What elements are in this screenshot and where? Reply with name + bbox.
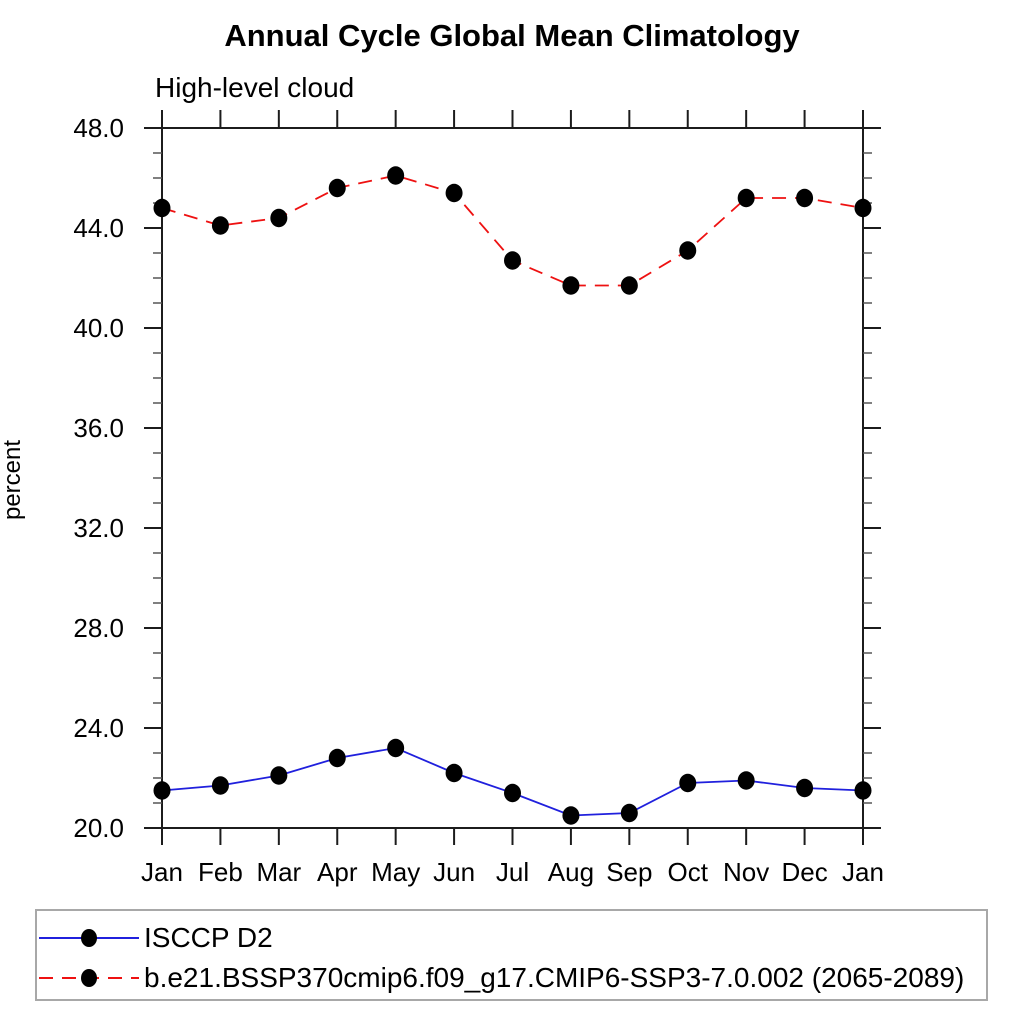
series-marker-cmip6 xyxy=(387,166,405,185)
x-tick-label: Aug xyxy=(548,857,594,887)
series-marker-isccp xyxy=(270,766,288,785)
series-marker-isccp xyxy=(562,806,580,825)
x-tick-label: Sep xyxy=(606,857,652,887)
x-tick-label: Jan xyxy=(842,857,884,887)
series-marker-cmip6 xyxy=(854,198,872,218)
series-marker-isccp xyxy=(445,763,463,783)
series-marker-isccp xyxy=(328,748,346,768)
series-marker-cmip6 xyxy=(504,251,521,270)
series-marker-isccp xyxy=(737,771,755,790)
series-marker-isccp xyxy=(387,738,405,758)
series-marker-isccp xyxy=(504,783,521,803)
series-marker-isccp xyxy=(679,773,697,793)
x-tick-label: Dec xyxy=(781,857,827,887)
series-marker-isccp xyxy=(854,781,872,800)
series-marker-cmip6 xyxy=(620,276,638,295)
legend-marker-icon xyxy=(81,969,97,987)
series-marker-isccp xyxy=(211,776,229,795)
chart-subtitle: High-level cloud xyxy=(155,72,355,103)
y-tick-label: 20.0 xyxy=(73,813,124,843)
x-tick-label: May xyxy=(371,857,420,887)
series-marker-cmip6 xyxy=(562,276,580,295)
series-marker-cmip6 xyxy=(679,241,697,260)
y-tick-label: 32.0 xyxy=(73,513,124,543)
series-marker-isccp xyxy=(796,778,814,798)
x-tick-label: Oct xyxy=(668,857,709,887)
series-marker-cmip6 xyxy=(270,208,288,228)
x-tick-label: Jun xyxy=(433,857,475,887)
x-tick-label: Jul xyxy=(496,857,529,887)
x-tick-label: Mar xyxy=(256,857,301,887)
y-tick-label: 36.0 xyxy=(73,413,124,443)
series-marker-isccp xyxy=(620,803,638,823)
legend-swatch-solid-line xyxy=(39,929,139,947)
legend-swatch-dashed-line xyxy=(39,969,139,987)
legend-label: ISCCP D2 xyxy=(144,922,273,953)
series-marker-cmip6 xyxy=(796,188,814,208)
legend-marker-icon xyxy=(81,929,97,947)
plot-frame xyxy=(161,127,864,829)
series-marker-cmip6 xyxy=(211,216,229,235)
series-marker-isccp xyxy=(153,781,171,800)
x-tick-label: Jan xyxy=(141,857,183,887)
series-marker-cmip6 xyxy=(737,188,755,208)
series-marker-cmip6 xyxy=(445,183,463,203)
legend-item-isccp: ISCCP D2 xyxy=(39,918,273,958)
y-tick-label: 28.0 xyxy=(73,613,124,643)
series-line-isccp xyxy=(161,747,864,817)
y-tick-label: 48.0 xyxy=(73,113,124,143)
y-tick-label: 44.0 xyxy=(73,213,124,243)
series-marker-cmip6 xyxy=(328,178,346,198)
legend-label: b.e21.BSSP370cmip6.f09_g17.CMIP6-SSP3-7.… xyxy=(144,962,965,993)
x-tick-label: Apr xyxy=(317,857,358,887)
y-tick-label: 40.0 xyxy=(73,313,124,343)
series-marker-cmip6 xyxy=(153,198,171,218)
legend: ISCCP D2 b.e21.BSSP370cmip6.f09_g17.CMIP6… xyxy=(35,909,988,1001)
y-tick-label: 24.0 xyxy=(73,713,124,743)
x-tick-label: Nov xyxy=(723,857,769,887)
x-tick-label: Feb xyxy=(198,857,243,887)
chart-title: Annual Cycle Global Mean Climatology xyxy=(224,18,800,53)
legend-item-cmip6: b.e21.BSSP370cmip6.f09_g17.CMIP6-SSP3-7.… xyxy=(39,958,964,998)
